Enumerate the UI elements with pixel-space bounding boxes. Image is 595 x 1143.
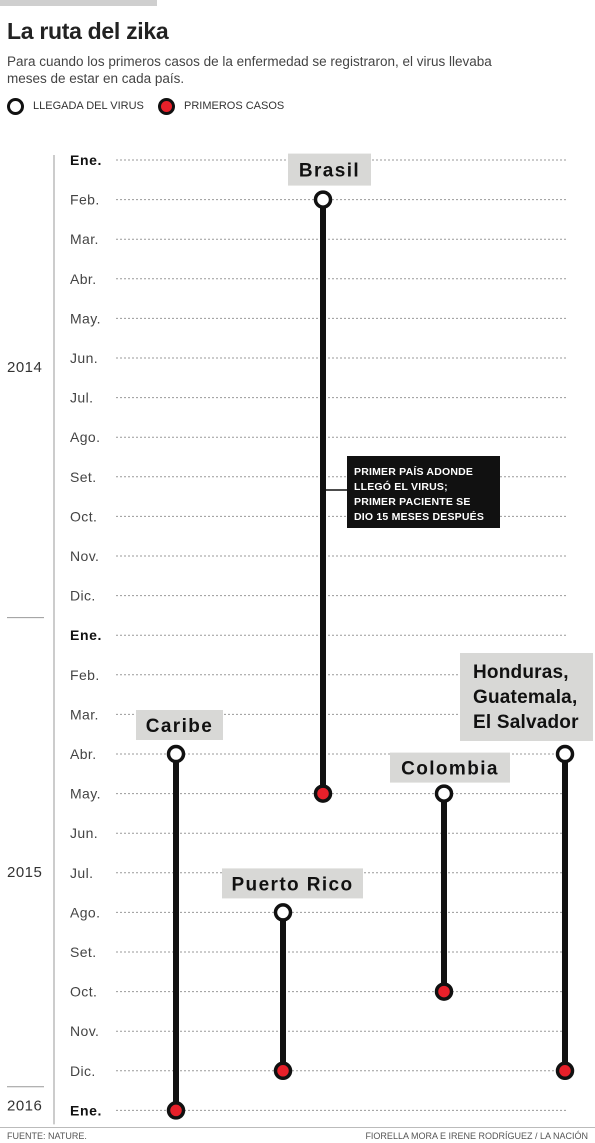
month-tick-label: Mar. [70,706,99,722]
month-tick-label: May. [70,786,101,802]
series-label: Puerto Rico [231,874,353,895]
arrival-marker [273,903,293,922]
month-tick-label: Ene. [70,152,102,168]
annotation-text: PRIMER PACIENTE SE [354,496,471,508]
series-label: El Salvador [473,712,579,733]
month-tick-label: Jun. [70,825,98,841]
first-cases-marker [434,982,454,1001]
series-label: Colombia [401,759,499,780]
month-tick-label: Ago. [70,904,100,920]
legend-arrival: LLEGADA DEL VIRUS [7,96,144,116]
footer-source: FUENTE: NATURE. [7,1131,87,1141]
month-tick-label: Abr. [70,271,97,287]
month-tick-label: Set. [70,944,97,960]
month-tick-label: Nov. [70,548,99,564]
legend-first-cases-label: PRIMEROS CASOS [184,100,285,112]
month-tick-label: Feb. [70,192,100,208]
year-label: 2014 [7,359,42,376]
series-label-box [460,653,593,741]
first-cases-marker [555,1061,575,1081]
series-label: Guatemala, [473,687,577,708]
top-accent-bar [0,0,157,6]
annotation-box [347,456,500,528]
month-tick-label: Ene. [70,1102,102,1118]
month-tick-label: Dic. [70,1063,96,1079]
month-tick-label: Nov. [70,1023,99,1039]
legend-arrival-label: LLEGADA DEL VIRUS [33,100,144,112]
series-label-box [136,710,223,740]
annotation-text: LLEGÓ EL VIRUS; [354,480,448,493]
series-label-box [390,752,510,783]
arrival-marker-icon [7,97,24,115]
month-tick-label: Oct. [70,508,97,524]
first-cases-marker [166,1101,186,1120]
first-cases-marker-icon [158,97,175,115]
month-tick-label: Jul. [70,865,93,881]
first-cases-marker [273,1061,293,1081]
series-label: Caribe [146,716,214,737]
month-tick-label: May. [70,310,101,326]
annotation-text: PRIMER PAÍS ADONDE [354,465,473,478]
month-tick-label: Abr. [70,746,97,762]
month-tick-label: Jun. [70,350,98,366]
series-label: Honduras, [473,662,569,683]
arrival-marker [555,744,575,764]
month-tick-label: Feb. [70,667,100,683]
month-tick-label: Oct. [70,984,97,1000]
month-tick-label: Set. [70,469,97,485]
month-tick-label: Mar. [70,231,99,247]
arrival-marker [166,744,186,764]
series-label-box [288,153,371,186]
arrival-marker [313,190,333,209]
footer-credits: FIORELLA MORA E IRENE RODRÍGUEZ / LA NAC… [365,1131,588,1141]
month-tick-label: Ene. [70,627,102,643]
series-label: Brasil [299,161,360,182]
arrival-marker [434,784,454,803]
legend-first-cases: PRIMEROS CASOS [158,96,284,116]
first-cases-marker [313,784,333,803]
page-subtitle: Para cuando los primeros casos de la enf… [7,54,492,86]
series-label-box [222,868,363,899]
footer-divider [0,1127,595,1128]
year-label: 2016 [7,1097,42,1114]
month-tick-label: Jul. [70,390,93,406]
year-label: 2015 [7,864,42,881]
month-tick-label: Dic. [70,588,96,604]
month-tick-label: Ago. [70,429,100,445]
annotation-text: DIO 15 MESES DESPUÉS [354,510,484,523]
page-title: La ruta del zika [7,18,169,44]
